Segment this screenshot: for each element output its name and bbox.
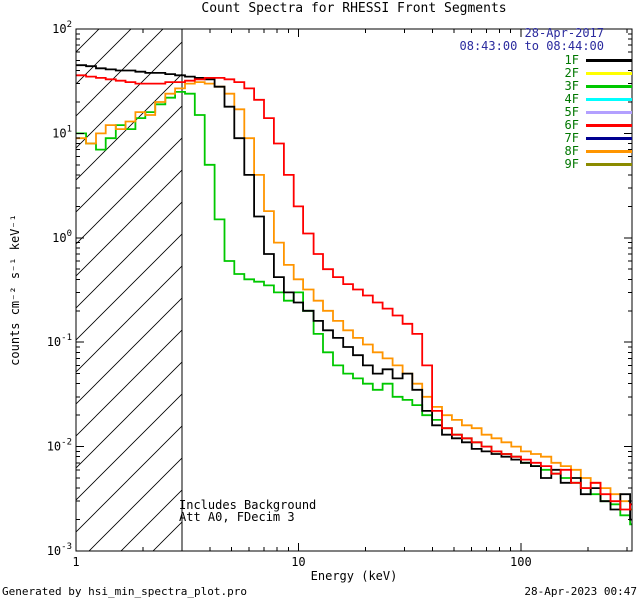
- generation-timestamp: 28-Apr-2023 00:47: [524, 585, 637, 598]
- legend-label: 1F: [564, 53, 579, 67]
- legend-item: 8F: [565, 145, 632, 158]
- y-tick-label: 102: [52, 20, 72, 36]
- observation-date: 28-Apr-2017: [524, 26, 604, 40]
- legend-label: 9F: [564, 157, 579, 171]
- legend-label: 8F: [564, 144, 579, 158]
- legend-swatch: [586, 85, 632, 88]
- legend-item: 9F: [565, 158, 632, 171]
- legend-item: 1F: [565, 54, 632, 67]
- legend-swatch: [586, 163, 632, 166]
- legend-swatch: [586, 72, 632, 75]
- series-6F: [76, 74, 632, 511]
- background-note: Includes Background: [179, 498, 317, 512]
- x-tick-label: 1: [72, 555, 79, 569]
- legend-swatch: [586, 111, 632, 114]
- legend-item: 2F: [565, 67, 632, 80]
- legend-item: 4F: [565, 93, 632, 106]
- series-lines: [76, 64, 632, 526]
- y-tick-label: 10-1: [47, 333, 72, 349]
- detector-legend: 1F 2F 3F 4F 5F 6F 7F 8F 9F: [565, 54, 632, 171]
- x-axis-label: Energy (keV): [310, 569, 398, 583]
- series-8F: [76, 81, 632, 511]
- legend-item: 3F: [565, 80, 632, 93]
- tick-labels: 1 10 100 10-3 10-2 10-1 100 101 102: [47, 20, 532, 569]
- legend-swatch: [586, 59, 632, 62]
- y-tick-label: 101: [52, 124, 72, 140]
- hatch-region: [76, 29, 183, 551]
- generator-credit: Generated by hsi_min_spectra_plot.pro: [2, 585, 248, 598]
- chart-title: Count Spectra for RHESSI Front Segments: [201, 1, 507, 16]
- legend-label: 2F: [564, 66, 579, 80]
- y-axis-label: counts cm⁻² s⁻¹ keV⁻¹: [8, 214, 22, 366]
- y-tick-label: 10-3: [47, 542, 72, 558]
- y-tick-label: 100: [52, 229, 72, 245]
- legend-swatch: [586, 124, 632, 127]
- x-tick-label: 100: [510, 555, 532, 569]
- observation-time-range: 08:43:00 to 08:44:00: [459, 39, 605, 53]
- legend-item: 7F: [565, 132, 632, 145]
- legend-label: 3F: [564, 79, 579, 93]
- legend-label: 7F: [564, 131, 579, 145]
- legend-label: 4F: [564, 92, 579, 106]
- series-1F: [76, 64, 632, 521]
- legend-label: 5F: [564, 105, 579, 119]
- attenuator-note: Att A0, FDecim 3: [179, 510, 295, 524]
- axis-box: [75, 28, 633, 552]
- legend-item: 5F: [565, 106, 632, 119]
- legend-item: 6F: [565, 119, 632, 132]
- legend-label: 6F: [564, 118, 579, 132]
- legend-swatch: [586, 150, 632, 153]
- legend-swatch: [586, 98, 632, 101]
- y-tick-label: 10-2: [47, 438, 72, 454]
- x-tick-label: 10: [291, 555, 305, 569]
- series-3F: [76, 91, 632, 526]
- legend-swatch: [586, 137, 632, 140]
